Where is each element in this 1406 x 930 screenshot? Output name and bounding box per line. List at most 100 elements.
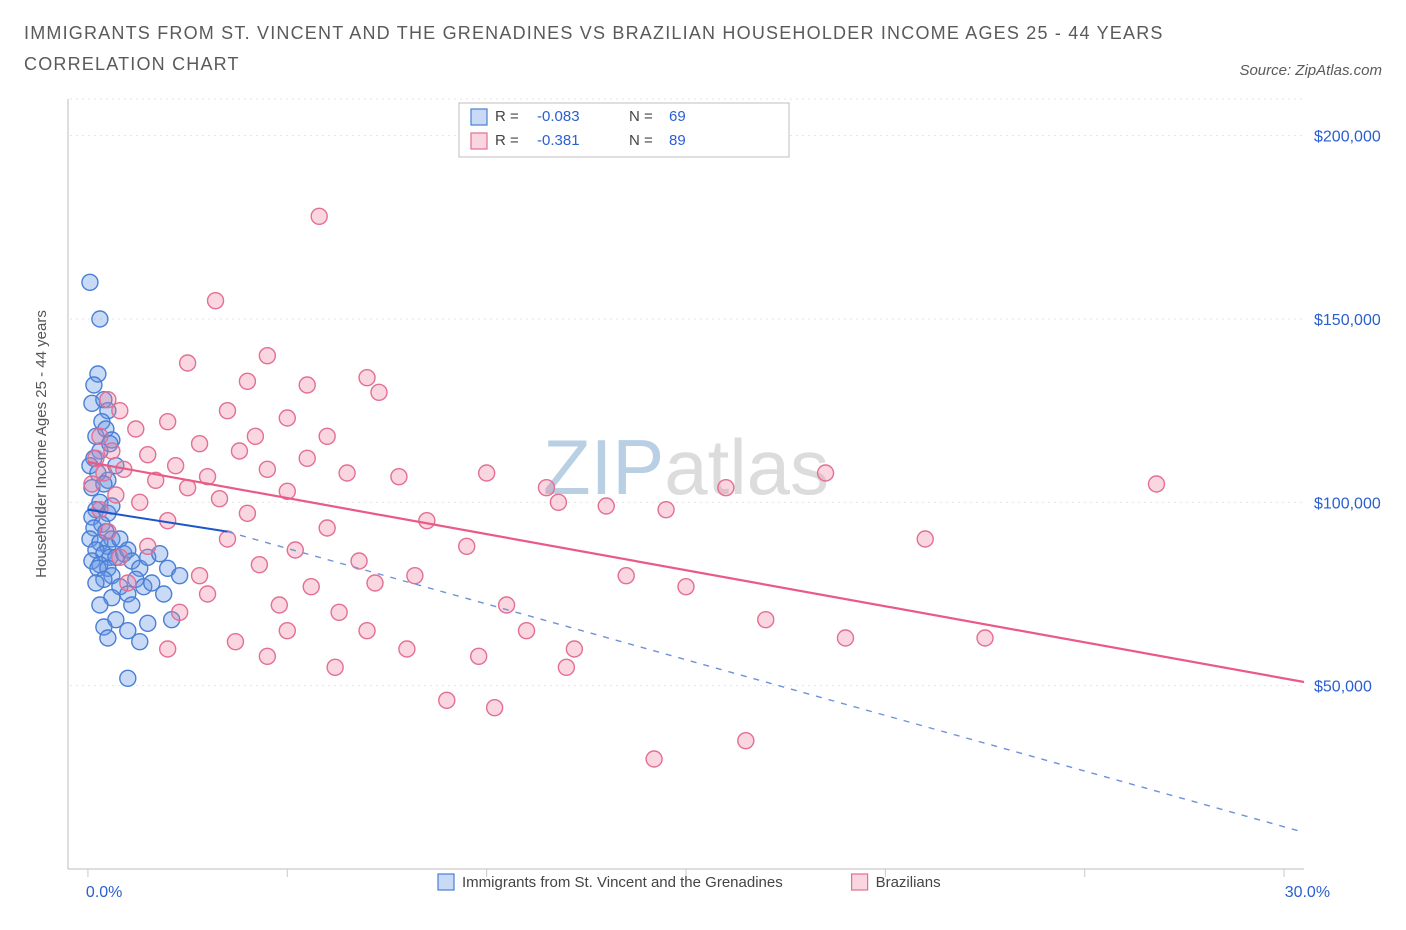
data-point: [271, 597, 287, 613]
data-point: [120, 671, 136, 687]
data-point: [239, 506, 255, 522]
data-point: [172, 605, 188, 621]
data-point: [558, 660, 574, 676]
legend-r-label: R =: [495, 108, 519, 125]
data-point: [227, 634, 243, 650]
data-point: [479, 465, 495, 481]
data-point: [156, 586, 172, 602]
legend-n-label: N =: [629, 108, 653, 125]
data-point: [331, 605, 347, 621]
data-point: [439, 693, 455, 709]
chart-svg: $50,000 $100,000 $150,000 $200,000 0.0% 30.0%…: [24, 89, 1384, 909]
data-point: [658, 502, 674, 518]
data-point: [251, 557, 267, 573]
y-tick-label: $50,000: [1314, 679, 1372, 696]
data-point: [598, 498, 614, 514]
data-point: [172, 568, 188, 584]
data-point: [718, 480, 734, 496]
data-point: [104, 443, 120, 459]
data-point: [112, 550, 128, 566]
data-point: [132, 495, 148, 511]
data-point: [259, 348, 275, 364]
legend-swatch: [471, 109, 487, 125]
watermark: ZIPatlas: [543, 423, 829, 511]
data-point: [566, 641, 582, 657]
y-tick-label: $100,000: [1314, 496, 1381, 513]
data-point: [459, 539, 475, 555]
data-point: [140, 539, 156, 555]
data-point: [299, 377, 315, 393]
data-point: [303, 579, 319, 595]
data-point: [399, 641, 415, 657]
data-point: [837, 630, 853, 646]
y-axis-title: Householder Income Ages 25 - 44 years: [33, 310, 50, 578]
data-point: [120, 575, 136, 591]
data-point: [487, 700, 503, 716]
data-point: [239, 374, 255, 390]
legend-r-value: -0.083: [537, 108, 580, 125]
data-point: [140, 616, 156, 632]
data-point: [550, 495, 566, 511]
data-point: [247, 429, 263, 445]
legend-r-value: -0.381: [537, 132, 580, 149]
data-point: [327, 660, 343, 676]
data-point: [818, 465, 834, 481]
data-point: [108, 487, 124, 503]
data-point: [200, 586, 216, 602]
data-point: [311, 209, 327, 225]
data-point: [319, 429, 335, 445]
bottom-legend-label: Brazilians: [876, 874, 941, 891]
correlation-chart: $50,000 $100,000 $150,000 $200,000 0.0% 30.0%…: [24, 89, 1384, 909]
data-point: [140, 447, 156, 463]
data-point: [299, 451, 315, 467]
bottom-legend-label: Immigrants from St. Vincent and the Gren…: [462, 874, 783, 891]
x-tick-label: 30.0%: [1285, 884, 1330, 901]
legend-n-value: 69: [669, 108, 686, 125]
data-point: [1148, 476, 1164, 492]
data-point: [259, 462, 275, 478]
data-point: [82, 275, 98, 291]
data-point: [371, 385, 387, 401]
chart-title: IMMIGRANTS FROM ST. VINCENT AND THE GREN…: [24, 18, 1174, 79]
data-point: [407, 568, 423, 584]
y-tick-label: $150,000: [1314, 312, 1381, 329]
data-point: [319, 520, 335, 536]
data-point: [279, 410, 295, 426]
data-point: [977, 630, 993, 646]
data-point: [419, 513, 435, 529]
data-point: [471, 649, 487, 665]
data-point: [519, 623, 535, 639]
x-tick-label: 0.0%: [86, 884, 122, 901]
legend-r-label: R =: [495, 132, 519, 149]
data-point: [499, 597, 515, 613]
data-point: [100, 524, 116, 540]
data-point: [359, 623, 375, 639]
data-point: [86, 377, 102, 393]
data-point: [279, 623, 295, 639]
data-point: [160, 414, 176, 430]
data-point: [132, 634, 148, 650]
data-point: [367, 575, 383, 591]
data-point: [618, 568, 634, 584]
data-point: [212, 491, 228, 507]
data-point: [92, 429, 108, 445]
data-point: [92, 311, 108, 327]
data-point: [678, 579, 694, 595]
data-point: [100, 630, 116, 646]
data-point: [391, 469, 407, 485]
y-tick-label: $200,000: [1314, 129, 1381, 146]
data-point: [538, 480, 554, 496]
data-point: [219, 403, 235, 419]
data-point: [758, 612, 774, 628]
data-point: [646, 751, 662, 767]
data-point: [231, 443, 247, 459]
legend-n-value: 89: [669, 132, 686, 149]
data-point: [917, 531, 933, 547]
bottom-legend-swatch: [852, 874, 868, 890]
data-point: [192, 568, 208, 584]
data-point: [84, 476, 100, 492]
chart-source: Source: ZipAtlas.com: [1239, 62, 1382, 79]
data-point: [168, 458, 184, 474]
data-point: [208, 293, 224, 309]
data-point: [180, 355, 196, 371]
